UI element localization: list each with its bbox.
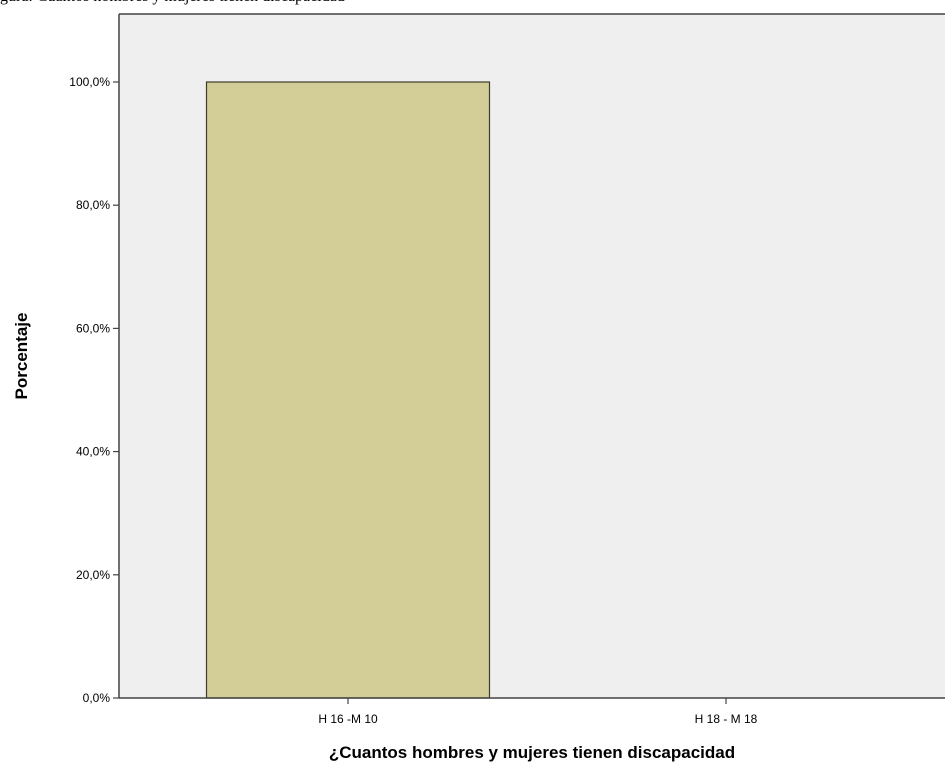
y-tick-label: 0,0% — [83, 691, 111, 705]
y-tick-label: 60,0% — [76, 321, 110, 335]
x-tick-label: H 16 -M 10 — [318, 712, 378, 726]
x-axis: H 16 -M 10 H 18 - M 18 — [119, 697, 945, 726]
y-tick-label: 40,0% — [76, 445, 110, 459]
bar — [205, 81, 491, 699]
y-tick-label: 20,0% — [76, 568, 110, 582]
figure-caption: gura: Cuantos hombres y mujeres tienen d… — [0, 0, 945, 8]
y-axis: 0,0% 20,0% 40,0% 60,0% 80,0% 100,0% — [69, 13, 945, 705]
y-tick-label: 80,0% — [76, 198, 110, 212]
y-tick-label: 100,0% — [69, 75, 110, 89]
x-tick-label: H 18 - M 18 — [695, 712, 758, 726]
x-axis-title: ¿Cuantos hombres y mujeres tienen discap… — [329, 743, 735, 762]
bars-group — [205, 81, 491, 699]
y-axis-title: Porcentaje — [12, 313, 31, 400]
